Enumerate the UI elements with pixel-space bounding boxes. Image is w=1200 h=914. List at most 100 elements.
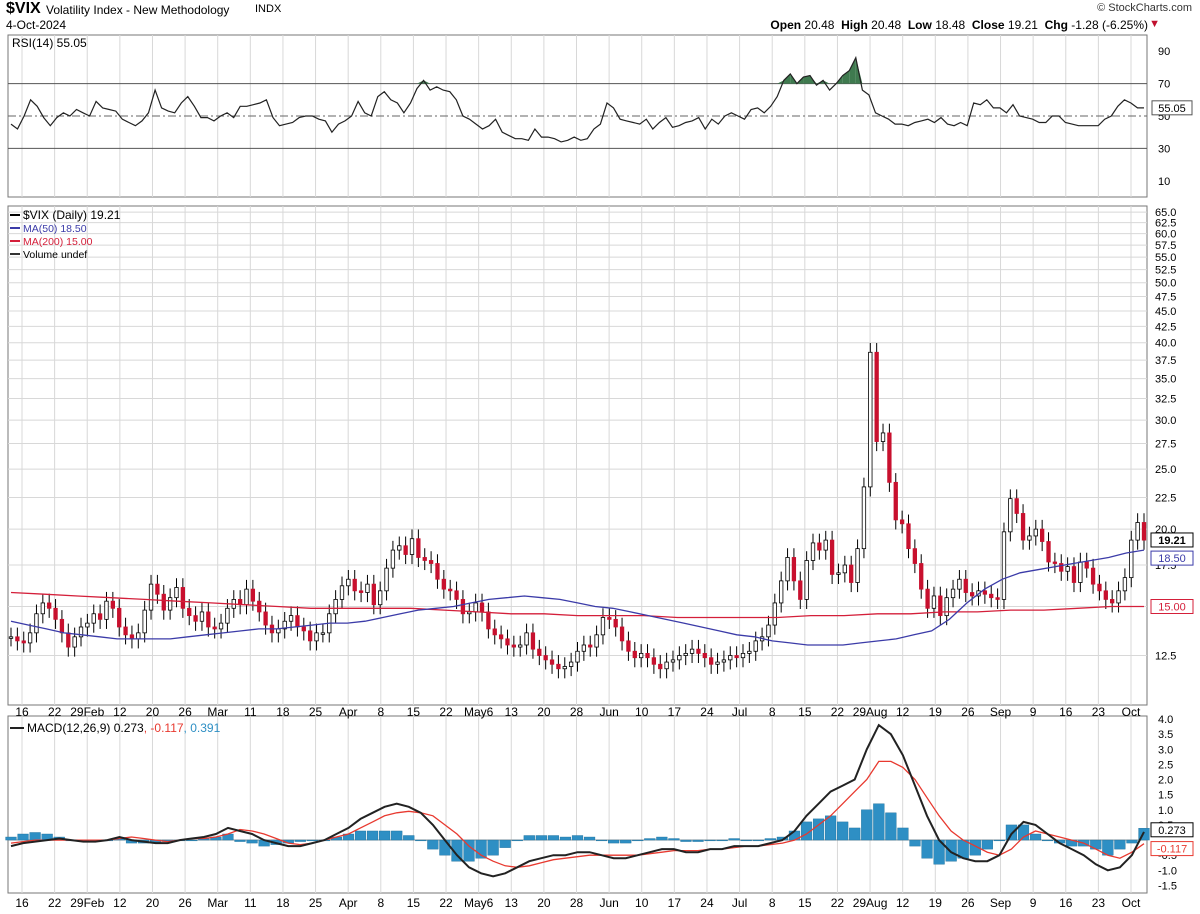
candle-body [78, 626, 84, 638]
x-tick-label-lower: 23 [1092, 896, 1106, 910]
candle-body [619, 626, 625, 642]
candle-body [97, 613, 103, 620]
candle-body [428, 560, 434, 564]
candle-body [785, 557, 790, 582]
close-label: Close [971, 18, 1005, 32]
candle-body [530, 632, 536, 650]
candle-body [568, 661, 574, 667]
candle-body [645, 652, 650, 659]
x-tick-label-lower: 26 [178, 896, 192, 910]
candle-body [702, 652, 707, 659]
candle-body [779, 580, 784, 604]
macd-y-tick-label: 1.5 [1158, 790, 1173, 802]
macd-y-tick-label: -1.0 [1158, 865, 1177, 877]
low-label: Low [907, 18, 932, 32]
macd-histogram-bar [728, 838, 740, 841]
candle-body [225, 607, 230, 624]
candle-body [129, 634, 135, 640]
macd-histogram-bar [825, 815, 837, 841]
candle-body [193, 615, 198, 622]
candle-body [365, 583, 370, 593]
macd-panel-frame [7, 715, 1148, 894]
macd-histogram-bar [451, 839, 463, 862]
macd-histogram-bar [475, 839, 487, 859]
macd-histogram-bar [1114, 839, 1126, 850]
candle-body [1001, 531, 1007, 600]
open-value: 20.48 [804, 18, 835, 32]
x-tick-label-upper: Jun [599, 705, 618, 719]
candle-body [422, 557, 427, 561]
x-tick-label-upper: 16 [1059, 705, 1073, 719]
candle-body [1014, 498, 1019, 514]
x-tick-label-upper: Jul [732, 705, 747, 719]
x-tick-label-lower: Jun [599, 896, 618, 910]
candle-body [607, 617, 612, 620]
candle-body [448, 588, 453, 592]
candle-body [479, 602, 485, 613]
candle-body [740, 652, 746, 659]
candle-body [613, 618, 618, 628]
candle-body [664, 661, 669, 670]
x-tick-label-lower: 16 [15, 896, 29, 910]
x-tick-label-lower: 22 [439, 896, 453, 910]
candle-body [1008, 498, 1013, 533]
x-tick-label-upper: Sep [990, 705, 1012, 719]
candle-body [989, 593, 994, 599]
candle-body [282, 620, 287, 630]
x-tick-label-lower: 24 [700, 896, 714, 910]
price-y-tick-label: 25.0 [1155, 464, 1176, 476]
x-tick-label-upper: 13 [505, 705, 519, 719]
macd-histogram-bar [29, 832, 41, 841]
x-tick-label-upper: 23 [1092, 705, 1106, 719]
high-label: High [841, 18, 868, 32]
candle-body [632, 650, 637, 659]
x-tick-label-lower: 29Feb [70, 896, 104, 910]
candle-body [798, 580, 803, 600]
candle-body [123, 626, 128, 636]
price-y-tick-label: 52.5 [1155, 265, 1176, 277]
rsi-panel-frame [7, 34, 1148, 198]
candle-body [435, 563, 440, 580]
candle-body [174, 587, 179, 599]
macd-histogram-bar [909, 839, 921, 847]
macd-value-box-label: 0.273 [1158, 825, 1186, 837]
candle-body [66, 632, 71, 648]
candle-body [27, 632, 33, 644]
x-tick-label-lower: 20 [537, 896, 551, 910]
rsi-y-tick-label: 30 [1158, 143, 1170, 155]
macd-histogram-bar [1029, 833, 1042, 841]
x-tick-label-upper: 24 [700, 705, 714, 719]
candle-body [600, 617, 606, 636]
macd-value-box [1150, 822, 1194, 838]
macd-histogram-bar [427, 839, 439, 850]
x-tick-label-lower: 29Aug [853, 896, 888, 910]
close-value: 19.21 [1007, 18, 1038, 32]
candle-body [47, 602, 52, 609]
candle-body [218, 622, 224, 630]
vix-legend: $VIX (Daily) 19.21 [23, 208, 121, 222]
macd-histogram-bar [656, 836, 668, 841]
x-tick-label-upper: 15 [798, 705, 812, 719]
x-tick-label-lower: 26 [961, 896, 975, 910]
candle-body [1116, 590, 1121, 604]
candle-body [817, 542, 822, 551]
brand-logo[interactable]: © StockCharts.com [1097, 2, 1192, 14]
candle-body [524, 632, 529, 646]
candle-body [454, 590, 459, 600]
exchange: INDX [255, 3, 282, 15]
macd-histogram-bar [234, 839, 246, 842]
macd-y-tick-label: 2.5 [1158, 759, 1173, 771]
quote-summary: Open 20.48 High 20.48 Low 18.48 Close 19… [770, 18, 1148, 32]
candle-body [384, 567, 389, 592]
candle-body [950, 588, 956, 599]
macd-histogram-bar [596, 839, 608, 842]
x-tick-label-lower: 17 [668, 896, 682, 910]
macd-histogram-bar [1017, 824, 1030, 841]
ma200-value-box [1150, 599, 1194, 615]
candle-body [594, 634, 599, 648]
ma50-line [10, 549, 1145, 646]
candle-body [969, 592, 975, 597]
macd-histogram-bar [379, 830, 391, 841]
candle-body [734, 655, 739, 659]
candle-body [511, 644, 516, 648]
